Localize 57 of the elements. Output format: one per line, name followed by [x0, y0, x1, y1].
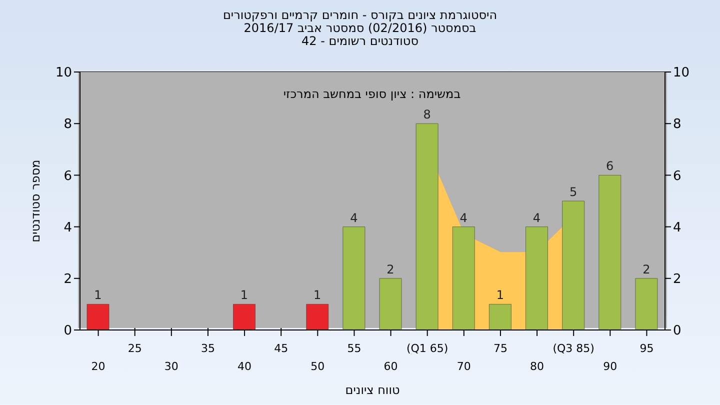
- bar: [562, 200, 584, 330]
- x-tick-label: (Q1 65): [406, 342, 448, 355]
- y2-tick-label: 0: [673, 324, 682, 339]
- data-label: 2: [386, 262, 394, 276]
- x-tick-label: 50: [310, 360, 325, 373]
- x-tick-label: 95: [640, 342, 654, 355]
- data-label: 1: [496, 288, 504, 302]
- y-tick-label: 6: [64, 168, 72, 184]
- bar: [526, 226, 548, 330]
- x-tick-label: 30: [164, 360, 178, 373]
- y-tick-label: 8: [64, 117, 72, 132]
- y-tick-label: 4: [64, 220, 72, 236]
- y2-tick-label: 8: [673, 117, 682, 132]
- bar: [452, 226, 475, 330]
- x-tick-label: 75: [493, 342, 508, 355]
- data-label: 6: [606, 159, 614, 174]
- data-label: 1: [240, 288, 248, 302]
- y2-tick-label: 4: [673, 220, 682, 236]
- x-tick-label: (Q3 85): [552, 342, 594, 355]
- data-label: 1: [94, 288, 102, 302]
- data-label: 1: [314, 288, 322, 302]
- y-tick-label: 2: [64, 272, 72, 288]
- bar: [489, 304, 512, 330]
- x-tick-label: 25: [128, 342, 142, 355]
- y-axis-title: מספר סטודנטים: [28, 160, 42, 242]
- bar: [233, 304, 256, 330]
- x-tick-label: 35: [200, 342, 215, 355]
- bar: [598, 175, 622, 330]
- data-label: 2: [642, 262, 650, 276]
- annotation: במשימה : ציון סופי במחשב המרכזי: [283, 87, 461, 101]
- data-label: 5: [569, 185, 578, 199]
- x-axis-title: טווח ציונים: [345, 383, 400, 397]
- bar: [306, 304, 329, 330]
- bar: [416, 123, 438, 330]
- data-label: 4: [460, 210, 468, 225]
- chart-title: היסטוגרמת ציונים בקורס - חומרים קרמיים ורפקטורים: [222, 8, 498, 22]
- x-tick-label: 55: [347, 342, 362, 355]
- data-label: 8: [423, 108, 431, 122]
- data-label: 4: [532, 210, 541, 225]
- y-tick-label: 10: [55, 66, 72, 81]
- chart-subtitle: בסמסטר (02/2016) סמסטר אביב 2016/17 סטודנטים רשומים - 42: [244, 21, 478, 48]
- y2-tick-label: 10: [673, 66, 690, 81]
- y2-tick-label: 2: [673, 272, 682, 288]
- x-tick-label: 40: [238, 360, 252, 373]
- x-tick-label: 20: [91, 360, 106, 373]
- bar: [635, 278, 658, 330]
- x-tick-label: 90: [603, 360, 618, 373]
- x-tick-label: 60: [384, 360, 398, 373]
- bar: [379, 278, 402, 330]
- x-tick-label: 70: [456, 360, 471, 373]
- y2-tick-label: 6: [673, 168, 682, 184]
- data-label: 4: [350, 210, 358, 225]
- y-tick-label: 0: [64, 324, 72, 339]
- bar: [86, 304, 110, 330]
- x-tick-label: 45: [274, 342, 288, 355]
- bar: [342, 226, 366, 330]
- x-tick-label: 80: [530, 360, 544, 373]
